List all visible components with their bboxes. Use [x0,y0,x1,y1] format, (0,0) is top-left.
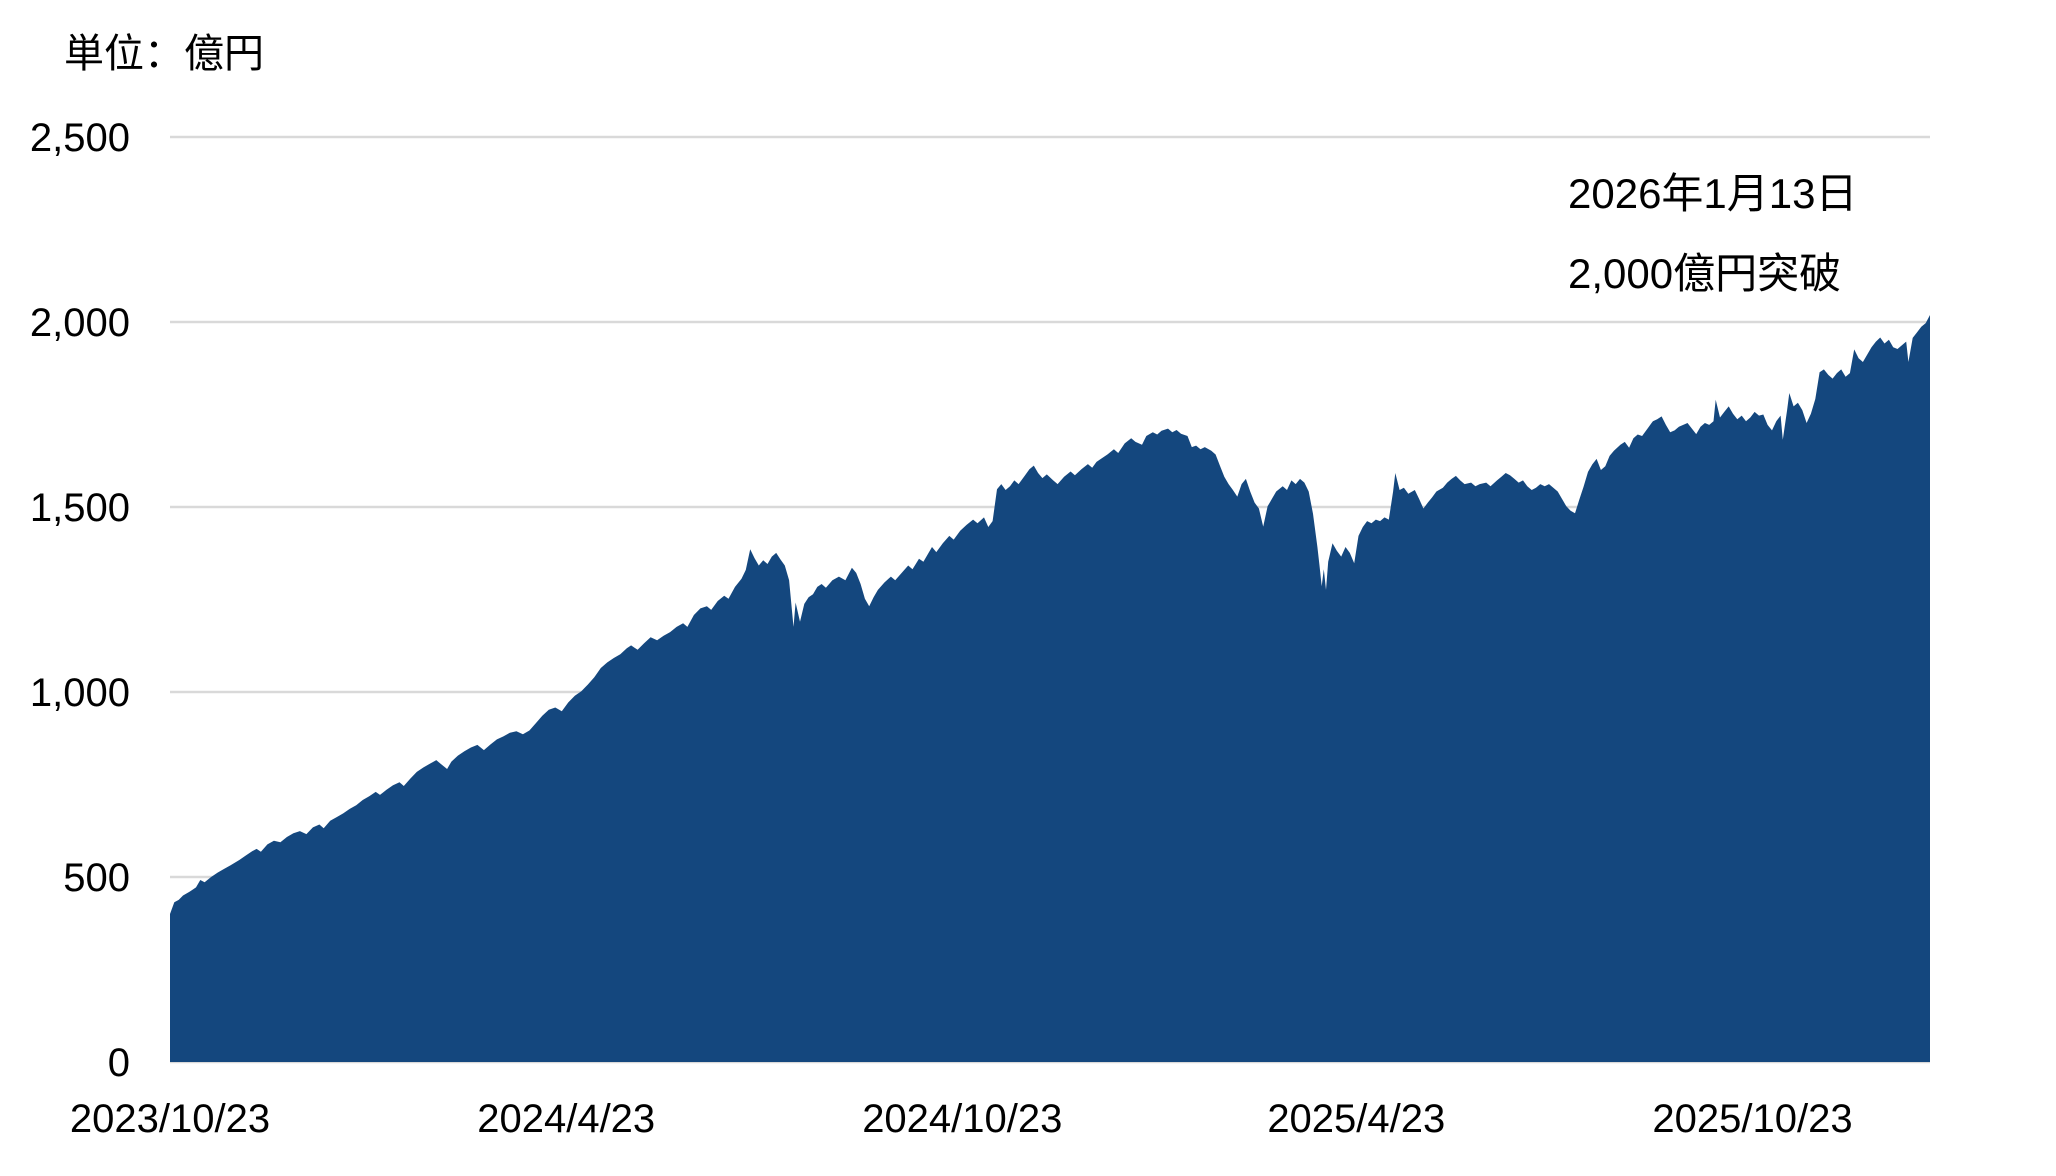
unit-label: 単位：億円 [64,32,264,76]
area-series [170,315,1930,1062]
y-axis-labels: 0 500 1,000 1,500 2,000 2,500 [30,116,130,1085]
y-axis-label: 2,500 [30,116,130,160]
x-axis-label: 2024/4/23 [477,1097,655,1141]
y-axis-label: 2,000 [30,301,130,345]
x-axis-label: 2025/4/23 [1267,1097,1445,1141]
milestone-text: 2,000億円突破 [1568,250,1842,297]
milestone-date: 2026年1月13日 [1568,170,1858,217]
x-axis-labels: 2023/10/23 2024/4/23 2024/10/23 2025/4/23 20… [70,1097,1853,1141]
x-axis-label: 2025/10/23 [1652,1097,1852,1141]
milestone-annotation: 2026年1月13日 2,000億円突破 [1568,154,1858,314]
y-axis-label: 0 [108,1041,130,1085]
y-axis-label: 1,000 [30,671,130,715]
y-axis-label: 1,500 [30,486,130,530]
x-axis-label: 2023/10/23 [70,1097,270,1141]
y-axis-label: 500 [63,856,130,900]
x-axis-label: 2024/10/23 [862,1097,1062,1141]
